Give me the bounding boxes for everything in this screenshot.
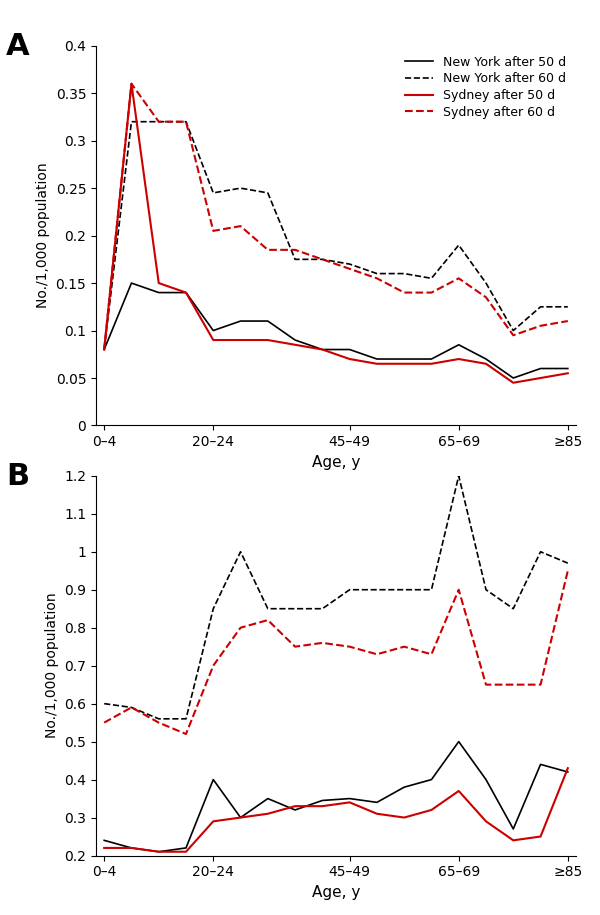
Text: B: B: [6, 462, 29, 491]
New York after 60 d: [155, 116, 163, 127]
New York after 60 d: [482, 277, 490, 288]
New York after 60 d: [428, 273, 435, 284]
New York after 60 d: [319, 253, 326, 264]
Sydney after 50 d: [155, 277, 163, 288]
New York after 50 d: [101, 344, 108, 355]
New York after 60 d: [101, 344, 108, 355]
Sydney after 60 d: [319, 253, 326, 264]
Sydney after 60 d: [237, 221, 244, 231]
Sydney after 60 d: [128, 79, 135, 90]
Sydney after 60 d: [564, 316, 571, 327]
Sydney after 50 d: [101, 344, 108, 355]
Sydney after 50 d: [564, 368, 571, 379]
New York after 50 d: [564, 363, 571, 374]
New York after 50 d: [401, 353, 408, 364]
X-axis label: Age, y: Age, y: [312, 885, 360, 899]
New York after 50 d: [537, 363, 544, 374]
New York after 60 d: [455, 240, 463, 251]
New York after 60 d: [292, 253, 299, 264]
New York after 60 d: [182, 116, 190, 127]
Y-axis label: No./1,000 population: No./1,000 population: [44, 593, 59, 738]
Sydney after 60 d: [101, 344, 108, 355]
Legend: New York after 50 d, New York after 60 d, Sydney after 50 d, Sydney after 60 d: New York after 50 d, New York after 60 d…: [401, 52, 570, 123]
New York after 50 d: [482, 353, 490, 364]
New York after 60 d: [564, 301, 571, 312]
New York after 60 d: [401, 268, 408, 279]
Sydney after 50 d: [264, 335, 271, 346]
Sydney after 60 d: [346, 264, 353, 274]
New York after 50 d: [373, 353, 380, 364]
Line: Sydney after 60 d: Sydney after 60 d: [104, 84, 568, 350]
Sydney after 60 d: [264, 244, 271, 255]
Sydney after 60 d: [509, 329, 517, 340]
New York after 60 d: [209, 188, 217, 199]
New York after 50 d: [346, 344, 353, 355]
Sydney after 60 d: [482, 292, 490, 303]
Sydney after 50 d: [128, 79, 135, 90]
Y-axis label: No./1,000 population: No./1,000 population: [36, 163, 50, 308]
Sydney after 50 d: [401, 359, 408, 370]
New York after 50 d: [209, 325, 217, 336]
Sydney after 50 d: [428, 359, 435, 370]
New York after 50 d: [264, 316, 271, 327]
Sydney after 60 d: [428, 287, 435, 298]
Sydney after 50 d: [455, 353, 463, 364]
New York after 50 d: [319, 344, 326, 355]
New York after 50 d: [237, 316, 244, 327]
Sydney after 60 d: [209, 225, 217, 236]
Sydney after 50 d: [537, 372, 544, 383]
Sydney after 50 d: [292, 339, 299, 350]
New York after 50 d: [428, 353, 435, 364]
New York after 60 d: [346, 259, 353, 270]
Sydney after 50 d: [237, 335, 244, 346]
X-axis label: Age, y: Age, y: [312, 455, 360, 469]
Sydney after 50 d: [346, 353, 353, 364]
New York after 60 d: [537, 301, 544, 312]
Line: Sydney after 50 d: Sydney after 50 d: [104, 84, 568, 382]
New York after 60 d: [237, 183, 244, 194]
Sydney after 60 d: [455, 273, 463, 284]
Sydney after 60 d: [182, 116, 190, 127]
New York after 50 d: [128, 277, 135, 288]
Sydney after 50 d: [182, 287, 190, 298]
Sydney after 60 d: [292, 244, 299, 255]
Sydney after 60 d: [401, 287, 408, 298]
Sydney after 50 d: [209, 335, 217, 346]
Sydney after 50 d: [509, 377, 517, 388]
New York after 50 d: [155, 287, 163, 298]
Text: A: A: [6, 32, 29, 61]
New York after 50 d: [509, 372, 517, 383]
New York after 60 d: [128, 116, 135, 127]
New York after 50 d: [455, 339, 463, 350]
Sydney after 60 d: [537, 320, 544, 331]
Sydney after 60 d: [155, 116, 163, 127]
New York after 60 d: [373, 268, 380, 279]
New York after 50 d: [292, 335, 299, 346]
Sydney after 50 d: [482, 359, 490, 370]
Line: New York after 50 d: New York after 50 d: [104, 283, 568, 378]
Sydney after 50 d: [373, 359, 380, 370]
New York after 60 d: [509, 325, 517, 336]
New York after 50 d: [182, 287, 190, 298]
Sydney after 60 d: [373, 273, 380, 284]
New York after 60 d: [264, 188, 271, 199]
Sydney after 50 d: [319, 344, 326, 355]
Line: New York after 60 d: New York after 60 d: [104, 122, 568, 350]
